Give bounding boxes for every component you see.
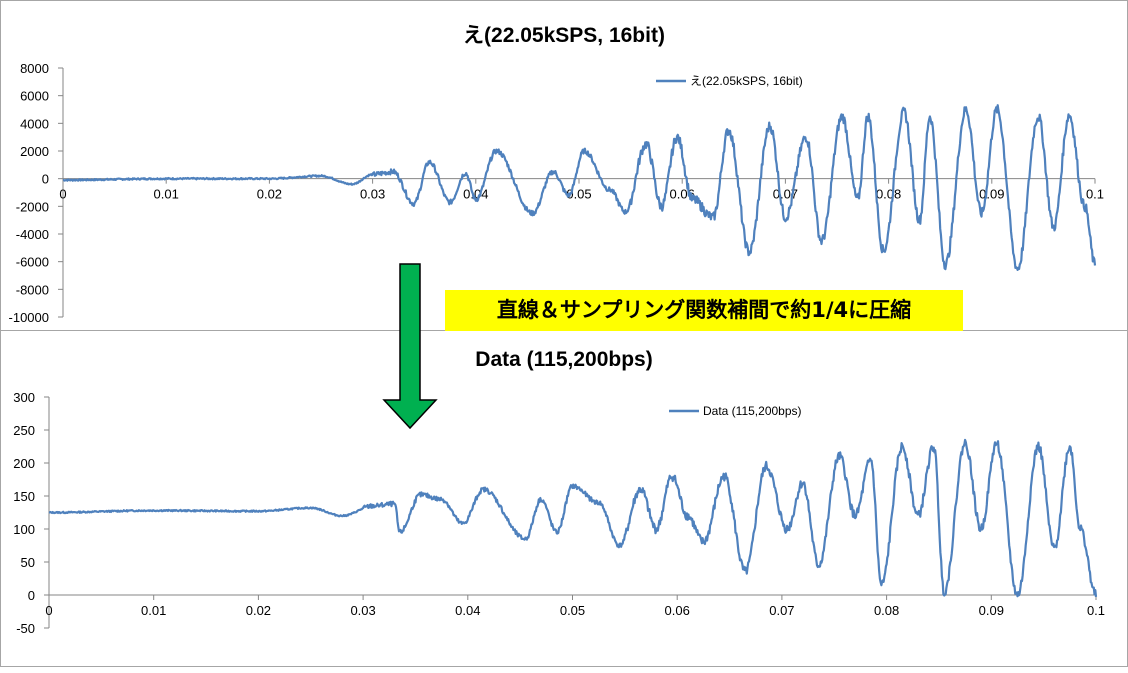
y-tick-label: -6000 [16,255,49,270]
y-tick-label: 100 [13,522,35,537]
x-tick-label: 0.04 [455,603,480,618]
x-tick-label: 0.1 [1087,603,1105,618]
series-line [48,438,1098,598]
x-tick-label: 0.07 [769,603,794,618]
y-tick-label: -10000 [9,310,49,325]
y-tick-label: 150 [13,489,35,504]
down-arrow-shape [382,263,438,430]
x-tick-label: 0.01 [154,187,179,202]
y-tick-label: 0 [28,588,35,603]
x-tick-label: 0.08 [876,187,901,202]
y-tick-label: -50 [16,621,35,636]
x-tick-label: 0.08 [874,603,899,618]
line-chart-bottom: 300 250 200 150 100 50 0 -50 0 0.01 0.02 0.03 0.04 0.… [13,390,1105,636]
y-tick-label: 4000 [20,116,49,131]
x-tick-label: 0 [45,603,52,618]
y-tick-label: 2000 [20,144,49,159]
y-tick-label: 8000 [20,61,49,76]
chart-panel-bottom: Data (115,200bps) 300 250 200 150 100 50 0 -50 0… [0,330,1128,667]
legend-label: Data (115,200bps) [703,404,802,418]
y-tick-label: 300 [13,390,35,405]
y-tick-label: 250 [13,423,35,438]
chart-title-top: え(22.05kSPS, 16bit) [463,24,665,47]
y-tick-label: -4000 [16,227,49,242]
y-tick-label: -8000 [16,282,49,297]
chart-title-bottom: Data (115,200bps) [475,348,653,371]
x-tick-label: 0 [59,187,66,202]
x-tick-label: 0.01 [141,603,166,618]
y-tick-label: -2000 [16,199,49,214]
x-tick-label: 0.09 [979,187,1004,202]
x-tick-label: 0.02 [246,603,271,618]
x-tick-label: 0.05 [560,603,585,618]
compression-callout: 直線＆サンプリング関数補間で約1/4に圧縮 [445,290,963,331]
legend-label: え(22.05kSPS, 16bit) [690,74,803,88]
y-tick-label: 6000 [20,89,49,104]
down-arrow-icon [382,263,438,430]
chart-panel-top: え(22.05kSPS, 16bit) 8000 6000 4000 2000 0 -20… [0,0,1128,331]
x-tick-label: 0.09 [979,603,1004,618]
x-tick-label: 0.03 [360,187,385,202]
line-chart-top: 8000 6000 4000 2000 0 -2000 -4000 -6000 -8000 -10… [9,61,1105,325]
y-tick-label: 200 [13,456,35,471]
x-tick-label: 0.06 [665,603,690,618]
y-tick-label: 0 [42,172,49,187]
x-tick-label: 0.1 [1086,187,1104,202]
y-tick-label: 50 [21,555,35,570]
x-tick-label: 0.02 [257,187,282,202]
series-line [62,104,1097,271]
x-tick-label: 0.03 [350,603,375,618]
